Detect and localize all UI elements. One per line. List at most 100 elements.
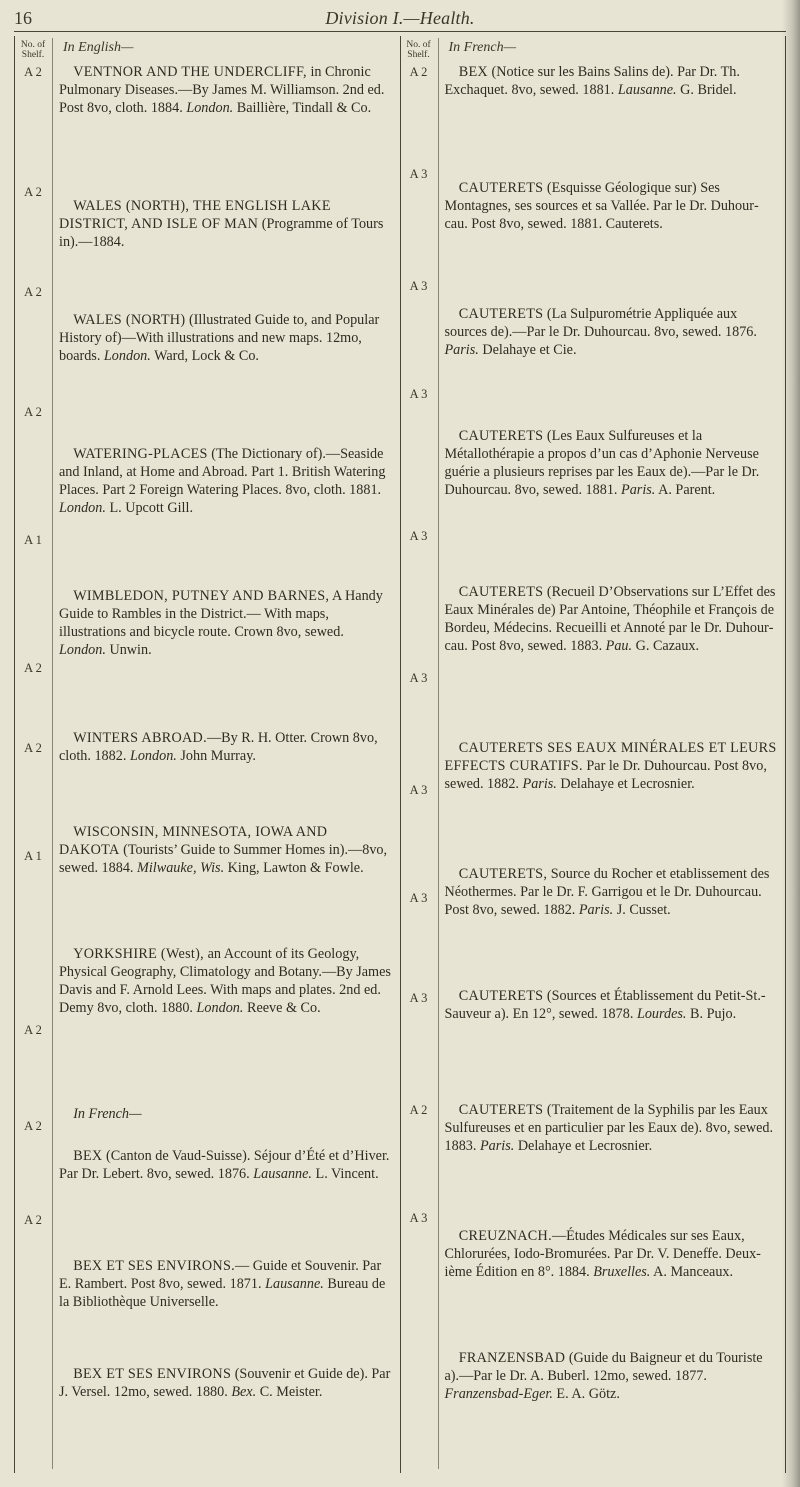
entry-title: BEX (459, 64, 488, 80)
entry-place: Bruxelles. (593, 1264, 650, 1280)
entry: WISCONSIN, MINNESOTA, IOWA AND DAKOTA (T… (59, 823, 392, 931)
entry-publisher: Baillière, Tin­dall & Co. (233, 100, 371, 116)
running-title: Division I.—Health. (74, 8, 726, 29)
right-column: No. of Shelf. A 2A 3A 3A 3A 3A 3A 3A 3A … (400, 36, 786, 1473)
page-header: 16 Division I.—Health. (14, 8, 786, 32)
entry: WALES (NORTH), THE ENGLISH LAKE DISTRICT… (59, 197, 392, 297)
entry-place: Paris. (445, 342, 479, 358)
entry-publisher: G. Cazaux. (632, 638, 699, 654)
entry: CAUTERETS (Les Eaux Sul­fureuses et la M… (445, 427, 778, 569)
entry: WATERING-PLACES (The Dictionary of).—Sea… (59, 445, 392, 573)
right-shelf-strip: No. of Shelf. A 2A 3A 3A 3A 3A 3A 3A 3A … (403, 38, 439, 1469)
shelf-code: A 3 (403, 1211, 435, 1305)
shelf-code: A 3 (403, 671, 435, 783)
shelf-code: A 2 (17, 741, 49, 849)
entry-title: YORKSHIRE (West), (73, 946, 204, 962)
shelf-code: A 2 (17, 661, 49, 741)
entry: BEX ET SES ENVIRONS.— Guide et Souvenir.… (59, 1257, 392, 1351)
entry-place: Lon­don. (197, 1000, 244, 1016)
entry-publisher: Delahaye et Lecrosnier. (514, 1138, 652, 1154)
entry: In French— (59, 1105, 392, 1133)
lang-header: In French— (449, 39, 778, 57)
entry: CREUZNACH.—Études Médi­cales sur ses Eau… (445, 1227, 778, 1335)
entry-title: CAUTERETS (459, 988, 544, 1004)
entry-title: FRANZENSBAD (459, 1350, 566, 1366)
entry-title: CAUTERETS (459, 306, 544, 322)
shelf-code: A 2 (17, 405, 49, 533)
entry-publisher: Unwin. (106, 642, 152, 658)
left-shelf-strip: No. of Shelf. A 2A 2A 2A 2A 1A 2A 2A 1A … (17, 38, 53, 1469)
shelf-code: A 3 (403, 783, 435, 891)
entry-publisher: G. Bridel. (677, 82, 737, 98)
entry-publisher: Reeve & Co. (243, 1000, 320, 1016)
entry-title: CAUTERETS (459, 428, 544, 444)
entry-publisher: A. Parent. (655, 482, 715, 498)
entry-publisher: Delahaye et Cie. (479, 342, 577, 358)
entry-title: CAUTERETS (459, 180, 544, 196)
entry: WALES (NORTH) (Illus­trated Guide to, an… (59, 311, 392, 431)
entry-place: Franzensbad-Eger. (445, 1386, 553, 1402)
entry-title: BEX ET SES ENVIRONS (73, 1366, 231, 1382)
entry-place: Lausanne. (265, 1276, 324, 1292)
columns: No. of Shelf. A 2A 2A 2A 2A 1A 2A 2A 1A … (14, 36, 786, 1473)
entry-title: CAUTERETS (459, 1102, 544, 1118)
entry-title: WIMBLEDON, PUTNEY AND BARNES, (73, 588, 329, 604)
entry-place: In French— (73, 1106, 141, 1122)
entry-publisher: B. Pujo. (686, 1006, 736, 1022)
entry-publisher: Delahaye et Lecros­nier. (557, 776, 695, 792)
page-number: 16 (14, 8, 74, 29)
entry-place: Paris. (579, 902, 613, 918)
entry-title: WINTERS ABROAD. (73, 730, 207, 746)
entry-place: Bex. (231, 1384, 256, 1400)
entry: VENTNOR AND THE UNDERCLIFF, in Chronic P… (59, 63, 392, 183)
entry: YORKSHIRE (West), an Ac­count of its Geo… (59, 945, 392, 1091)
left-column: No. of Shelf. A 2A 2A 2A 2A 1A 2A 2A 1A … (15, 36, 400, 1473)
entry-place: Milwauke, Wis. (137, 860, 224, 876)
entry-place: London. (59, 500, 106, 516)
entry-place: Pau. (606, 638, 632, 654)
left-body: In English— VENTNOR AND THE UNDERCLIFF, … (53, 38, 396, 1469)
entry-publisher: Ward, Lock & Co. (151, 348, 259, 364)
entry: CAUTERETS (Sources et Établissement du P… (445, 987, 778, 1087)
shelf-code: A 1 (17, 533, 49, 661)
entry-place: Lausanne. (253, 1166, 312, 1182)
shelf-code: A 2 (17, 1119, 49, 1213)
lang-header: In English— (63, 39, 392, 57)
entry-publisher: A. Manceaux. (650, 1264, 733, 1280)
entry: CAUTERETS (Traitement de la Syphilis par… (445, 1101, 778, 1213)
entry-title: CAUTERETS (459, 584, 544, 600)
entry-title: BEX (73, 1148, 102, 1164)
shelf-header: No. of Shelf. (403, 40, 435, 61)
entry-publisher: J. Cusset. (613, 902, 671, 918)
shelf-code: A 3 (403, 991, 435, 1103)
entry-place: London. (104, 348, 151, 364)
shelf-code: A 2 (17, 65, 49, 185)
shelf-code: A 3 (403, 167, 435, 279)
entry-title: WALES (NORTH) (73, 312, 185, 328)
shelf-code: A 1 (17, 849, 49, 995)
entry-title: BEX ET SES ENVIRONS. (73, 1258, 235, 1274)
entry-publisher: L. Upcott Gill. (106, 500, 193, 516)
shelf-code: A 2 (17, 185, 49, 285)
right-body: In French— BEX (Notice sur les Bains Sal… (439, 38, 782, 1469)
entry-place: Paris. (523, 776, 557, 792)
entry-place: Lourdes. (637, 1006, 687, 1022)
entry-publisher: King, Lawton & Fowle. (224, 860, 364, 876)
entry: BEX ET SES ENVIRONS (Souvenir et Guide d… (59, 1365, 392, 1455)
shelf-code: A 3 (403, 387, 435, 529)
entry: BEX (Notice sur les Bains Salins de). Pa… (445, 63, 778, 165)
shelf-code: A 2 (17, 285, 49, 405)
entry-place: Paris. (480, 1138, 514, 1154)
shelf-code: A 2 (17, 1023, 49, 1119)
entry-title: VENTNOR AND THE UNDERCLIFF, (73, 64, 307, 80)
shelf-code: A 3 (403, 891, 435, 991)
shelf-header: No. of Shelf. (17, 40, 49, 61)
entry: CAUTERETS (Recueil D’Ob­servations sur L… (445, 583, 778, 725)
shelf-code (17, 995, 49, 1023)
entry: BEX (Canton de Vaud-Suisse). Séjour d’Ét… (59, 1147, 392, 1243)
shelf-code: A 2 (17, 1213, 49, 1303)
shelf-code: A 2 (403, 65, 435, 167)
shelf-code: A 3 (403, 279, 435, 387)
entry: FRANZENSBAD (Guide du Baigneur et du Tou… (445, 1349, 778, 1443)
entry-publisher: L. Vincent. (312, 1166, 379, 1182)
